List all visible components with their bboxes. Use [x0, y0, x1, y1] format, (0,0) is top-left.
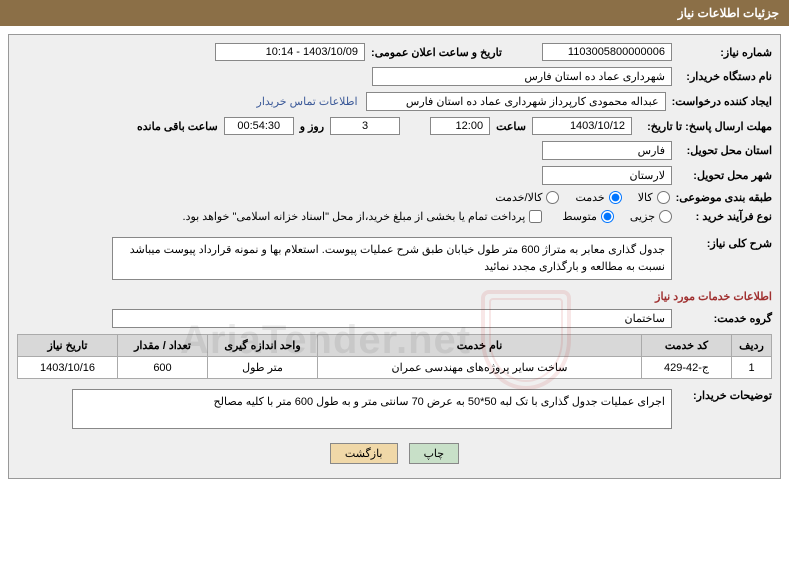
buyer-label: نام دستگاه خریدار: — [672, 70, 772, 83]
category-service-radio[interactable] — [609, 191, 622, 204]
purchase-type-group: جزیی متوسط — [562, 210, 672, 223]
deadline-days-label: روز و — [300, 120, 324, 133]
th-code: کد خدمت — [642, 335, 732, 357]
category-goods-radio[interactable] — [657, 191, 670, 204]
city-label: شهر محل تحویل: — [672, 169, 772, 182]
deadline-remain-label: ساعت باقی مانده — [137, 120, 218, 133]
treasury-note: پرداخت تمام یا بخشی از مبلغ خرید،از محل … — [183, 210, 526, 223]
purchase-partial[interactable]: جزیی — [630, 210, 672, 223]
cell-name: ساخت سایر پروژه‌های مهندسی عمران — [318, 357, 642, 379]
services-section-title: اطلاعات خدمات مورد نیاز — [17, 290, 772, 303]
treasury-checkbox[interactable] — [529, 210, 542, 223]
cell-unit: متر طول — [208, 357, 318, 379]
services-table: ردیف کد خدمت نام خدمت واحد اندازه گیری ت… — [17, 334, 772, 379]
announce-value: 1403/10/09 - 10:14 — [215, 43, 365, 61]
category-service[interactable]: خدمت — [575, 191, 621, 204]
category-goods-label: کالا — [638, 191, 653, 204]
buyer-contact-link[interactable]: اطلاعات تماس خریدار — [257, 95, 358, 108]
th-qty: تعداد / مقدار — [118, 335, 208, 357]
deadline-time-label: ساعت — [496, 120, 526, 133]
button-bar: چاپ بازگشت — [17, 443, 772, 464]
th-row: ردیف — [732, 335, 772, 357]
category-label: طبقه بندی موضوعی: — [670, 191, 772, 204]
print-button[interactable]: چاپ — [409, 443, 460, 464]
category-radio-group: کالا خدمت کالا/خدمت — [495, 191, 669, 204]
page-title: جزئیات اطلاعات نیاز — [0, 0, 789, 26]
th-name: نام خدمت — [318, 335, 642, 357]
explain-text: اجرای عملیات جدول گذاری با تک لبه 50*50 … — [72, 389, 672, 429]
cell-qty: 600 — [118, 357, 208, 379]
purchase-type-label: نوع فرآیند خرید : — [672, 210, 772, 223]
category-service-label: خدمت — [575, 191, 604, 204]
explain-label: توضیحات خریدار: — [672, 389, 772, 402]
purchase-medium[interactable]: متوسط — [562, 210, 614, 223]
purchase-medium-radio[interactable] — [601, 210, 614, 223]
requester-name: عبداله محمودی کارپرداز شهرداری عماد ده ا… — [366, 92, 666, 111]
description-text: جدول گذاری معابر به متراژ 600 متر طول خی… — [112, 237, 672, 280]
purchase-partial-label: جزیی — [630, 210, 655, 223]
need-number-label: شماره نیاز: — [672, 46, 772, 59]
deadline-label: مهلت ارسال پاسخ: تا تاریخ: — [632, 120, 772, 133]
cell-row: 1 — [732, 357, 772, 379]
service-group-value[interactable]: ساختمان — [112, 309, 672, 328]
main-panel: شماره نیاز: 1103005800000006 تاریخ و ساع… — [8, 34, 781, 479]
purchase-partial-radio[interactable] — [659, 210, 672, 223]
category-goods[interactable]: کالا — [638, 191, 670, 204]
deadline-date: 1403/10/12 — [532, 117, 632, 135]
deadline-countdown: 00:54:30 — [224, 117, 294, 135]
province-value: فارس — [542, 141, 672, 160]
back-button[interactable]: بازگشت — [330, 443, 398, 464]
service-group-label: گروه خدمت: — [672, 312, 772, 325]
buyer-name: شهرداری عماد ده استان فارس — [372, 67, 672, 86]
category-both-radio[interactable] — [546, 191, 559, 204]
category-both-label: کالا/خدمت — [495, 191, 542, 204]
requester-label: ایجاد کننده درخواست: — [666, 95, 772, 108]
treasury-checkbox-wrap[interactable]: پرداخت تمام یا بخشی از مبلغ خرید،از محل … — [183, 210, 543, 223]
province-label: استان محل تحویل: — [672, 144, 772, 157]
need-number-value: 1103005800000006 — [542, 43, 672, 61]
description-label: شرح کلی نیاز: — [672, 237, 772, 250]
category-both[interactable]: کالا/خدمت — [495, 191, 559, 204]
th-unit: واحد اندازه گیری — [208, 335, 318, 357]
th-date: تاریخ نیاز — [18, 335, 118, 357]
deadline-time: 12:00 — [430, 117, 490, 135]
deadline-days: 3 — [330, 117, 400, 135]
city-value: لارستان — [542, 166, 672, 185]
table-row: 1ج-42-429ساخت سایر پروژه‌های مهندسی عمرا… — [18, 357, 772, 379]
purchase-medium-label: متوسط — [562, 210, 597, 223]
announce-label: تاریخ و ساعت اعلان عمومی: — [371, 46, 502, 59]
cell-code: ج-42-429 — [642, 357, 732, 379]
cell-date: 1403/10/16 — [18, 357, 118, 379]
